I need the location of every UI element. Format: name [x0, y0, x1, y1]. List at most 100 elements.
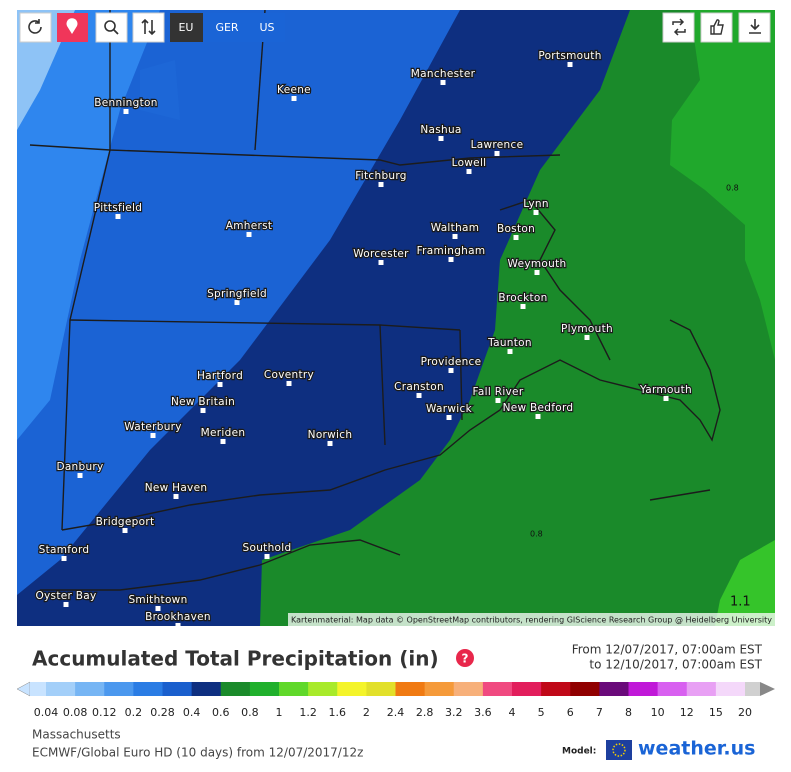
- legend-label: 12: [680, 706, 694, 719]
- precip-area: [260, 10, 775, 626]
- legend-label: 1: [276, 706, 283, 719]
- legend-swatch: [162, 682, 193, 696]
- city-label: Cranston: [394, 381, 444, 393]
- city-label: Hartford: [197, 370, 243, 382]
- help-icon[interactable]: ?: [462, 652, 469, 666]
- legend-label: 0.12: [92, 706, 117, 719]
- share-button[interactable]: [662, 12, 695, 43]
- city-label: Warwick: [426, 403, 473, 415]
- attribution: Kartenmaterial: Map data © OpenStreetMap…: [291, 616, 772, 625]
- city-label: Waterbury: [124, 421, 182, 433]
- legend-swatch: [75, 682, 105, 696]
- region-buttons[interactable]: [203, 13, 285, 42]
- city-label: Stamford: [39, 544, 90, 556]
- region-label[interactable]: EU: [178, 21, 193, 34]
- precip-area: [715, 540, 775, 626]
- city-dot: [286, 381, 292, 386]
- eu-flag: [606, 740, 632, 760]
- city-label: Portsmouth: [538, 50, 601, 62]
- legend-label: 20: [738, 706, 752, 719]
- legend-label: 1.2: [299, 706, 317, 719]
- legend-arrow: [16, 681, 31, 697]
- city-label: Providence: [421, 356, 482, 368]
- share-icon: [672, 18, 686, 36]
- legend-swatch: [424, 682, 455, 696]
- legend-swatch: [395, 682, 426, 696]
- legend-label: 1.6: [329, 706, 347, 719]
- like-icon: [710, 19, 724, 35]
- legend-label: 7: [596, 706, 603, 719]
- legend-swatch: [133, 682, 163, 696]
- legend-swatch: [745, 682, 760, 696]
- title: Accumulated Total Precipitation (in): [32, 647, 439, 671]
- city-label: Taunton: [487, 337, 532, 349]
- legend-swatch: [657, 682, 688, 696]
- coastline: [61, 319, 721, 531]
- city-label: Smithtown: [128, 594, 187, 606]
- city-label: Fitchburg: [355, 170, 407, 182]
- brand-logo[interactable]: weather.us: [638, 738, 755, 760]
- city-label: Oyster Bay: [35, 590, 96, 602]
- city-dot: [175, 623, 181, 628]
- city-dot: [63, 602, 69, 607]
- city-dot: [378, 260, 384, 265]
- city-label: Danbury: [56, 461, 103, 473]
- city-dot: [217, 382, 223, 387]
- legend-swatch: [279, 682, 309, 696]
- like-button[interactable]: [700, 12, 733, 43]
- legend-label: 3.6: [474, 706, 492, 719]
- state-border: [379, 324, 386, 446]
- city-label: Lowell: [452, 157, 487, 169]
- legend-label: 2.8: [416, 706, 434, 719]
- state-border: [459, 329, 463, 421]
- city-label: Bridgeport: [96, 516, 155, 528]
- legend-swatch: [715, 682, 746, 696]
- sort-button[interactable]: [132, 12, 165, 43]
- city-dot: [446, 415, 452, 420]
- city-dot: [200, 408, 206, 413]
- city-dot: [567, 62, 573, 67]
- refresh-button[interactable]: [19, 12, 52, 43]
- legend-label: 0.08: [63, 706, 88, 719]
- city-label: Southold: [243, 542, 292, 554]
- city-dot: [264, 554, 270, 559]
- zoom-button[interactable]: [95, 12, 128, 43]
- legend-label: 0.2: [125, 706, 143, 719]
- legend-swatch: [249, 682, 280, 696]
- city-label: Nashua: [420, 124, 461, 136]
- city-label: Lynn: [523, 198, 549, 210]
- city-dot: [291, 96, 297, 101]
- region-label[interactable]: US: [259, 21, 274, 34]
- city-dot: [440, 80, 446, 85]
- help-button[interactable]: [456, 649, 474, 667]
- legend-label: 6: [567, 706, 574, 719]
- coastline: [499, 199, 611, 361]
- legend-swatch: [46, 682, 76, 696]
- city-dot: [220, 439, 226, 444]
- city-dot: [513, 235, 519, 240]
- precip-area: [17, 10, 160, 440]
- city-dot: [246, 232, 252, 237]
- city-label: Yarmouth: [639, 384, 692, 396]
- contour-label: 1.1: [730, 595, 751, 610]
- city-dot: [663, 396, 669, 401]
- city-label: Worcester: [353, 248, 409, 260]
- coastline: [40, 539, 401, 591]
- legend-swatch: [191, 682, 222, 696]
- legend-swatch: [453, 682, 484, 696]
- legend-swatch: [366, 682, 396, 696]
- region-label[interactable]: GER: [215, 21, 238, 34]
- city-label: Brockton: [498, 292, 547, 304]
- state-border: [29, 144, 561, 166]
- legend-swatch: [512, 682, 542, 696]
- legend-label: 8: [625, 706, 632, 719]
- city-label: Lawrence: [471, 139, 524, 151]
- city-dot: [61, 556, 67, 561]
- region-button-active[interactable]: [170, 13, 203, 42]
- city-dot: [535, 414, 541, 419]
- city-label: Weymouth: [508, 258, 567, 270]
- legend-swatch: [220, 682, 251, 696]
- city-dot: [327, 441, 333, 446]
- zoom-icon: [113, 29, 119, 35]
